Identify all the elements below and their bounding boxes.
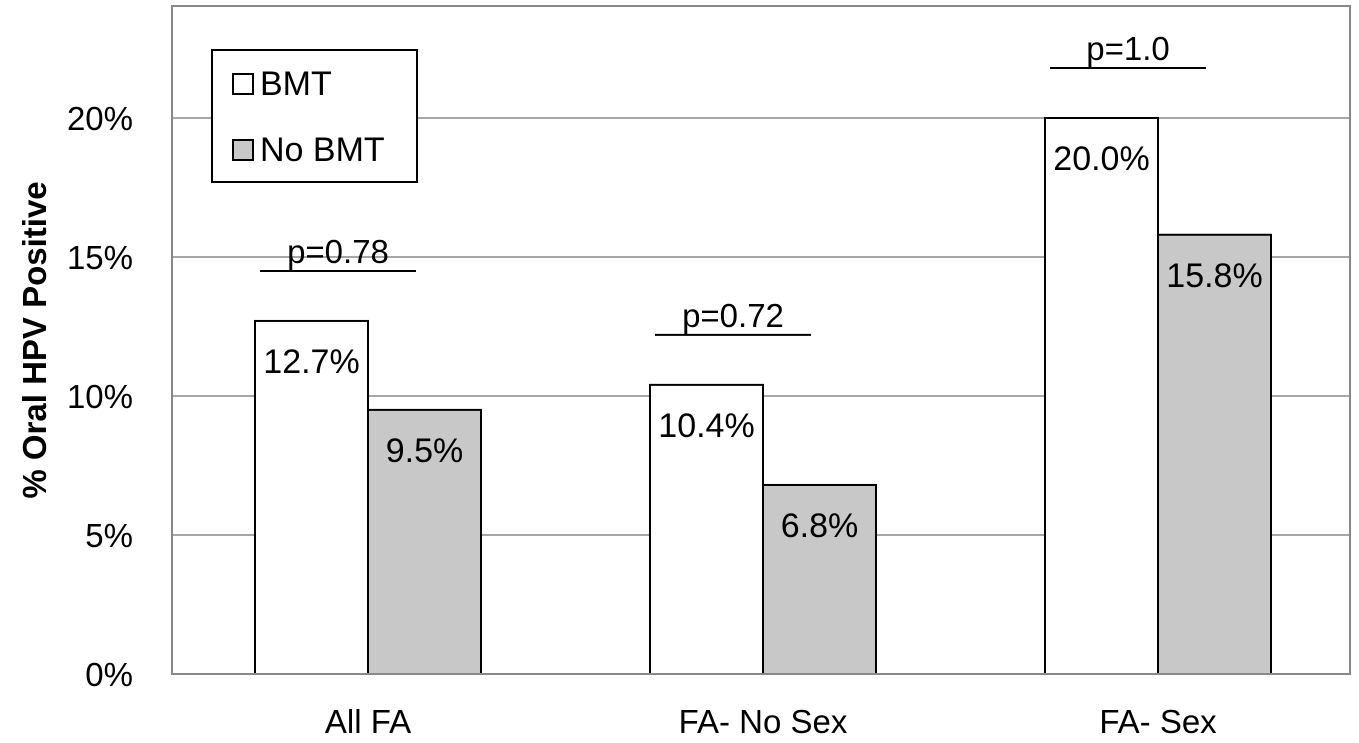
data-label: 6.8% — [781, 507, 859, 545]
y-tick-label: 5% — [85, 517, 133, 554]
bar-no-bmt-fa-no-sex — [762, 483, 877, 675]
bar-bmt-fa-sex — [1044, 117, 1159, 675]
y-tick-label: 10% — [67, 378, 133, 415]
plot-frame — [171, 5, 1351, 675]
p-value-label: p=1.0 — [1086, 30, 1170, 67]
y-axis-label: % Oral HPV Positive — [16, 181, 53, 498]
legend: BMT No BMT — [211, 49, 418, 183]
p-value-label: p=0.78 — [287, 233, 389, 270]
bar-bmt-fa-no-sex — [649, 383, 764, 675]
data-label: 20.0% — [1053, 140, 1149, 178]
data-labels: 12.7% 10.4% 20.0% 9.5% 6.8% 15.8% — [263, 140, 1262, 545]
legend-label-bmt: BMT — [260, 65, 332, 103]
y-tick-labels: 0% 5% 10% 15% 20% — [67, 100, 133, 693]
bars — [254, 117, 1272, 675]
x-tick-label: FA- Sex — [1099, 703, 1217, 740]
legend-swatch-no-bmt — [232, 139, 254, 161]
y-tick-label: 20% — [67, 100, 133, 137]
data-label: 10.4% — [658, 407, 754, 445]
data-label: 15.8% — [1166, 257, 1262, 295]
y-tick-label: 0% — [85, 656, 133, 693]
y-tick-label: 15% — [67, 239, 133, 276]
data-label: 9.5% — [386, 432, 464, 470]
x-tick-label: FA- No Sex — [679, 703, 848, 740]
x-tick-label: All FA — [325, 703, 411, 740]
p-value-label: p=0.72 — [682, 297, 784, 334]
legend-label-no-bmt: No BMT — [260, 131, 385, 169]
bar-no-bmt-all-fa — [367, 408, 482, 675]
x-tick-labels: All FA FA- No Sex FA- Sex — [325, 703, 1217, 740]
p-value-annotations: p=0.78 p=0.72 p=1.0 — [260, 30, 1206, 336]
data-label: 12.7% — [263, 343, 359, 381]
legend-swatch-bmt — [232, 73, 254, 95]
bar-no-bmt-fa-sex — [1157, 233, 1272, 675]
